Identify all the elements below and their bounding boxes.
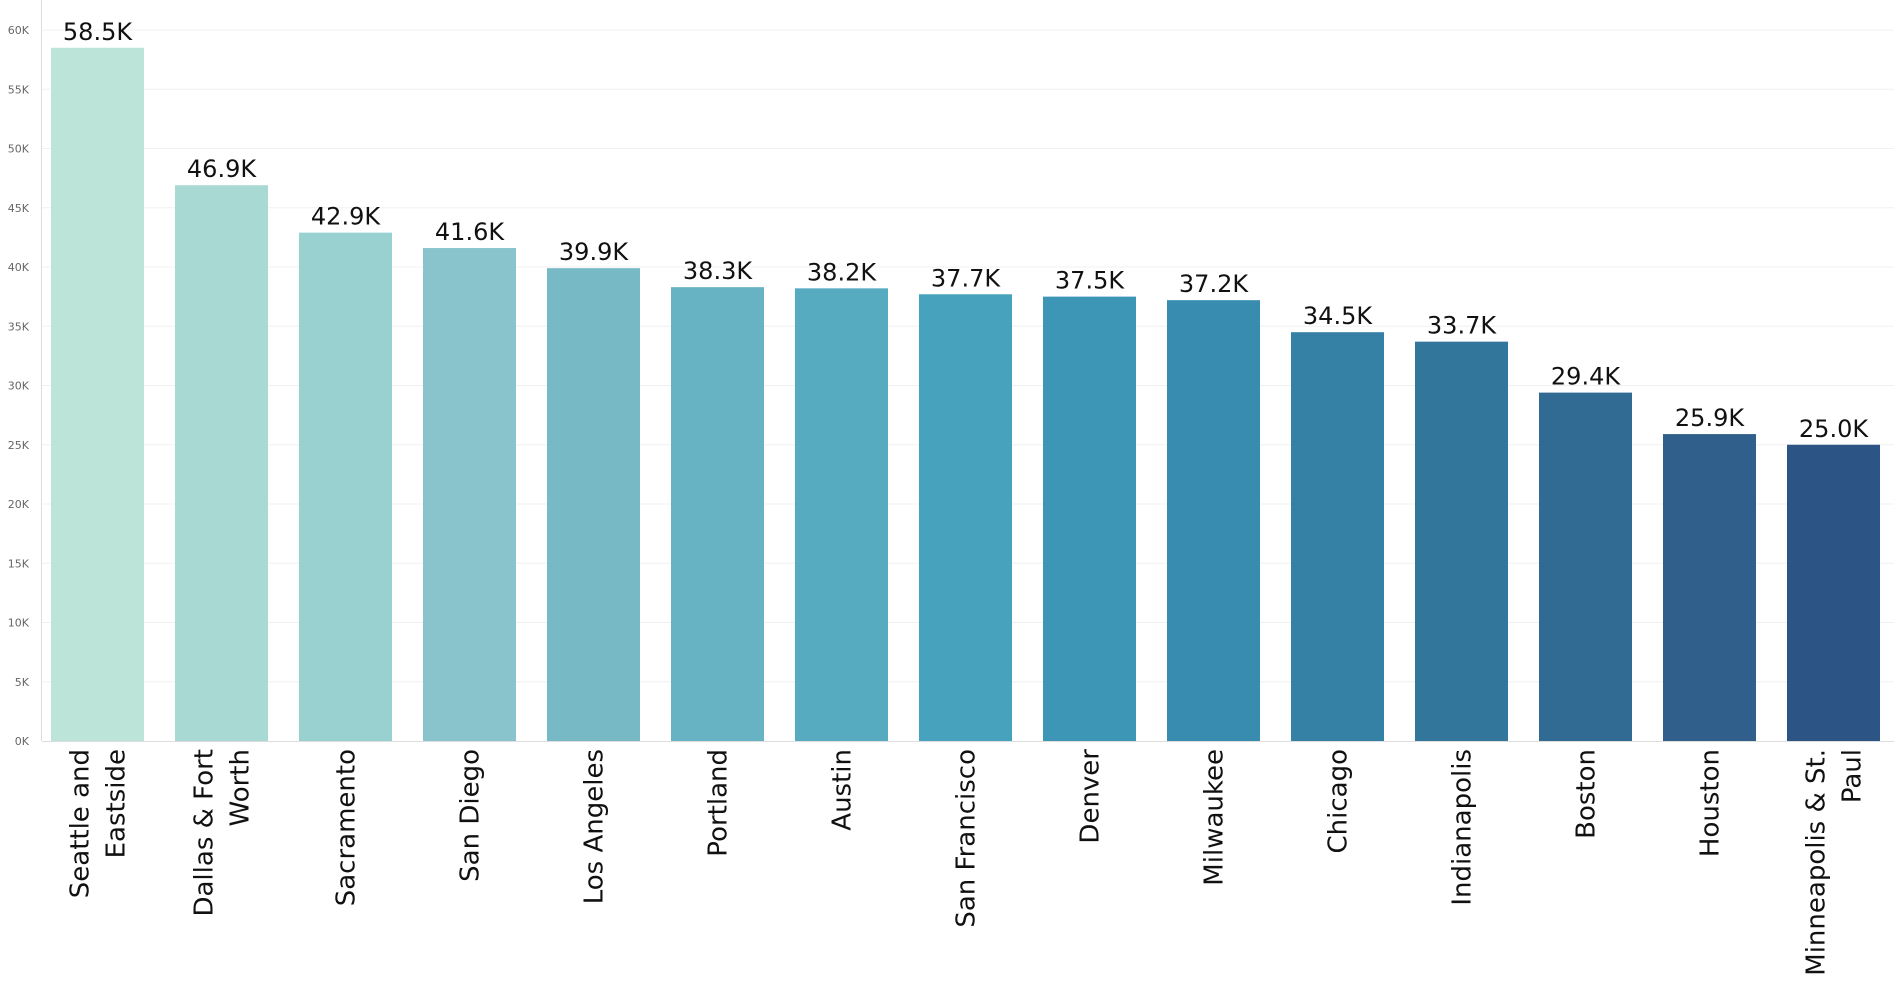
y-tick-label: 15K <box>8 557 30 570</box>
bar <box>1787 444 1880 741</box>
category-label: Denver <box>1076 749 1106 844</box>
y-tick-label: 35K <box>8 320 30 333</box>
bar <box>671 287 764 741</box>
data-label: 25.0K <box>1799 415 1869 443</box>
category-label: San Francisco <box>952 749 982 928</box>
bar <box>175 185 268 742</box>
data-label: 29.4K <box>1551 363 1621 391</box>
category-label-line: San Francisco <box>952 749 982 928</box>
category-label-line: Boston <box>1572 749 1602 839</box>
data-label: 25.9K <box>1675 404 1745 432</box>
category-label: Minneapolis & St. Paul <box>1802 749 1868 976</box>
category-label: Seattle and Eastside <box>66 749 132 898</box>
data-label: 42.9K <box>311 203 381 231</box>
category-label: Indianapolis <box>1448 749 1478 906</box>
category-label: Boston <box>1572 749 1602 839</box>
data-label: 38.3K <box>683 257 753 285</box>
bar <box>1291 332 1384 741</box>
y-tick-label: 5K <box>15 676 30 689</box>
y-tick-label: 55K <box>8 83 30 96</box>
category-label-line: Milwaukee <box>1200 749 1230 886</box>
category-label-line: Minneapolis & St. <box>1802 749 1832 976</box>
y-tick-label: 10K <box>8 617 30 630</box>
bar <box>1663 434 1756 741</box>
y-tick-label: 50K <box>8 143 30 156</box>
data-label: 38.2K <box>807 258 877 286</box>
category-label: Chicago <box>1324 749 1354 854</box>
bar <box>795 288 888 741</box>
x-axis: Seattle and Eastside Dallas & Fort Worth Sac… <box>66 749 1868 976</box>
data-label: 41.6K <box>435 218 505 246</box>
bar <box>51 47 144 741</box>
y-axis: 0K 5K 10K 15K 20K 25K 30K 35K 40K 45K 50K 55K 60K <box>8 24 30 748</box>
category-label-line: Eastside <box>102 749 132 858</box>
category-label-line: Austin <box>828 749 858 831</box>
data-label: 39.9K <box>559 238 629 266</box>
category-label-line: Portland <box>704 749 734 857</box>
data-label: 37.7K <box>931 264 1001 292</box>
category-label: Milwaukee <box>1200 749 1230 886</box>
category-label-line: San Diego <box>456 749 486 882</box>
bars <box>51 47 1880 742</box>
category-label: Houston <box>1696 749 1726 857</box>
bar <box>299 232 392 741</box>
data-label: 46.9K <box>187 155 257 183</box>
bar <box>1539 392 1632 741</box>
category-label-line: Dallas & Fort <box>190 749 220 917</box>
category-label: Sacramento <box>332 749 362 906</box>
category-label: Dallas & Fort Worth <box>190 749 256 917</box>
data-label: 34.5K <box>1303 302 1373 330</box>
category-label: Los Angeles <box>580 749 610 904</box>
y-tick-label: 20K <box>8 498 30 511</box>
category-label-line: Los Angeles <box>580 749 610 904</box>
bar <box>423 248 516 742</box>
category-label-line: Sacramento <box>332 749 362 906</box>
category-label: San Diego <box>456 749 486 882</box>
y-tick-label: 25K <box>8 439 30 452</box>
data-labels: 58.5K 46.9K 42.9K 41.6K 39.9K 38.3K 38.2K 37.7K… <box>63 18 1869 443</box>
category-label-line: Seattle and <box>66 749 96 898</box>
y-tick-label: 45K <box>8 202 30 215</box>
y-tick-label: 60K <box>8 24 30 37</box>
category-label: Austin <box>828 749 858 831</box>
bar <box>1415 341 1508 741</box>
data-label: 58.5K <box>63 18 133 46</box>
category-label-line: Denver <box>1076 749 1106 844</box>
bar <box>1167 300 1260 741</box>
category-label-line: Indianapolis <box>1448 749 1478 906</box>
bar <box>919 294 1012 741</box>
category-label-line: Worth <box>226 749 256 826</box>
data-label: 37.2K <box>1179 270 1249 298</box>
category-label-line: Houston <box>1696 749 1726 857</box>
y-tick-label: 30K <box>8 380 30 393</box>
data-label: 37.5K <box>1055 267 1125 295</box>
category-label-line: Chicago <box>1324 749 1354 854</box>
bar <box>1043 296 1136 741</box>
y-tick-label: 40K <box>8 261 30 274</box>
category-label-line: Paul <box>1838 749 1868 803</box>
bar <box>547 268 640 741</box>
category-label: Portland <box>704 749 734 857</box>
data-label: 33.7K <box>1427 312 1497 340</box>
y-tick-label: 0K <box>15 735 30 748</box>
